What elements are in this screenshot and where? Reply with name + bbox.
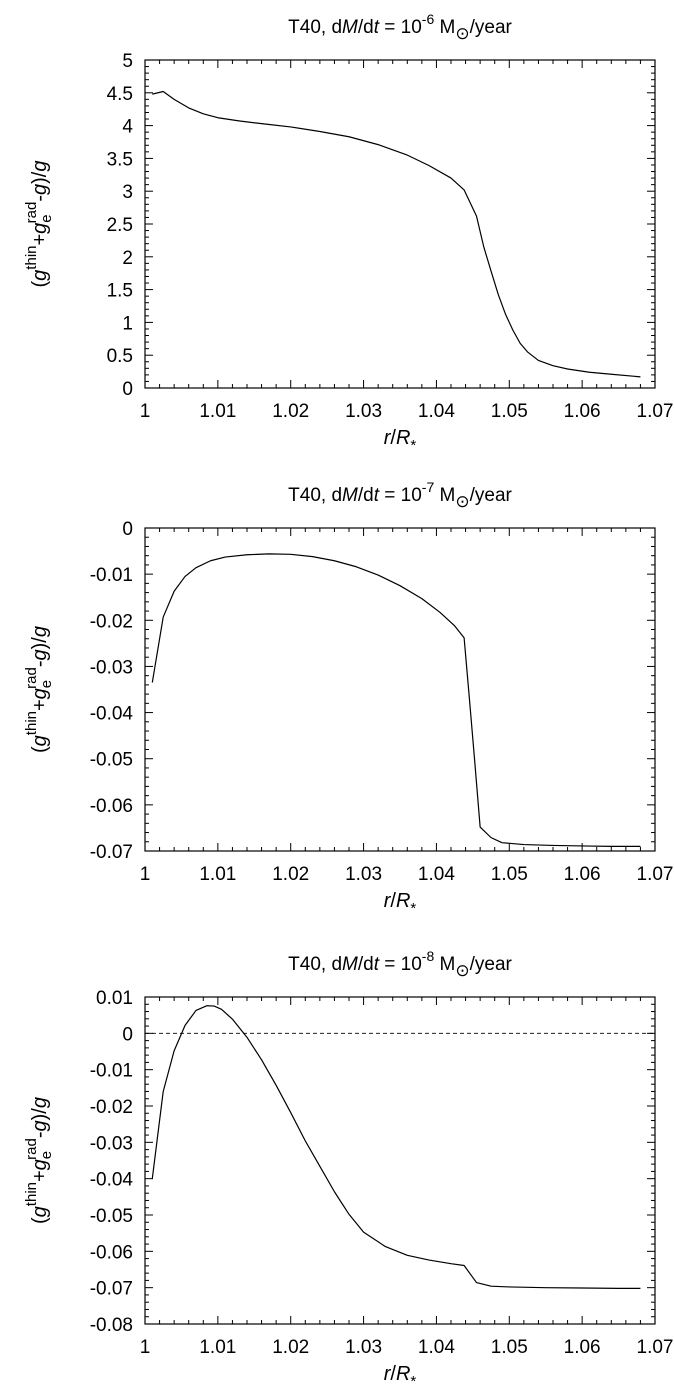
y-tick-label: -0.06: [90, 796, 133, 817]
chart-panel-2: 1 1.01 1.02 1.03 1.04 1.05 1.06 1.07 -0.07 -0.06 -…: [23, 479, 673, 917]
y-tick-label: -0.01: [90, 565, 133, 586]
data-line: [151, 553, 641, 847]
y-tick-label: -0.02: [90, 1097, 133, 1118]
y-tick-label: 4: [122, 117, 133, 138]
x-tick-label: 1.02: [272, 864, 309, 885]
x-tick-label: 1.04: [418, 1337, 455, 1358]
y-tick-label: 1: [122, 313, 133, 334]
y-tick-label: 0: [122, 1024, 133, 1045]
y-tick-label: 0: [122, 519, 133, 540]
x-tick-label: 1.03: [345, 864, 382, 885]
x-tick-label: 1.04: [418, 401, 455, 422]
y-axis-label: (gthin+gerad-g)/g: [23, 626, 55, 753]
chart-title: T40, dM/dt = 10-6 M⊙/year: [288, 11, 512, 43]
x-tick-label: 1.03: [345, 401, 382, 422]
chart-title: T40, dM/dt = 10-7 M⊙/year: [288, 479, 512, 511]
x-axis-label: r/R*: [384, 427, 417, 454]
y-tick-label: -0.04: [90, 704, 134, 725]
x-tick-label: 1.06: [564, 1337, 601, 1358]
plot-frame: [144, 527, 656, 852]
y-tick-label: -0.07: [90, 842, 133, 863]
y-tick-label: 0.01: [96, 988, 133, 1009]
y-tick-label: -0.01: [90, 1061, 133, 1082]
y-tick-label: -0.03: [90, 1133, 133, 1154]
data-line: [151, 1005, 641, 1289]
x-tick-label: 1.06: [564, 401, 601, 422]
chart-title: T40, dM/dt = 10-8 M⊙/year: [288, 948, 512, 980]
y-tick-label: 0.5: [107, 346, 133, 367]
y-tick-label: -0.02: [90, 611, 133, 632]
x-tick-label: 1: [140, 401, 151, 422]
data-line: [152, 90, 641, 378]
x-tick-label: 1: [140, 1337, 151, 1358]
y-tick-label: 0: [122, 379, 133, 400]
plot-frame: [144, 59, 656, 389]
y-axis-label: (gthin+gerad-g)/g: [23, 161, 55, 288]
y-tick-label: 4.5: [107, 84, 133, 105]
x-axis-label: r/R*: [384, 1363, 417, 1390]
y-axis-label: (gthin+gerad-g)/g: [23, 1097, 55, 1224]
chart-panel-1: 1 1.01 1.02 1.03 1.04 1.05 1.06 1.07 0 0.5 1 1.5 2 2.…: [23, 11, 673, 454]
y-tick-label: -0.03: [90, 657, 133, 678]
x-tick-label: 1.01: [199, 864, 236, 885]
x-tick-label: 1.07: [637, 864, 674, 885]
y-tick-label: -0.07: [90, 1279, 133, 1300]
x-tick-label: 1.04: [418, 864, 455, 885]
chart-panel-3: 1 1.01 1.02 1.03 1.04 1.05 1.06 1.07 -0.08 -0.07 -…: [23, 948, 673, 1390]
x-axis-label: r/R*: [384, 890, 417, 917]
y-tick-label: -0.05: [90, 1206, 133, 1227]
y-tick-label: -0.06: [90, 1242, 133, 1263]
x-tick-label: 1.03: [345, 1337, 382, 1358]
y-tick-label: 3.5: [107, 149, 133, 170]
x-tick-label: 1.01: [199, 1337, 236, 1358]
x-tick-label: 1.07: [637, 1337, 674, 1358]
plot-frame: [144, 996, 656, 1325]
y-tick-label: 1.5: [107, 281, 133, 302]
x-tick-label: 1.02: [272, 1337, 309, 1358]
y-tick-label: -0.04: [90, 1170, 134, 1191]
x-tick-label: 1.05: [491, 1337, 528, 1358]
x-tick-label: 1.06: [564, 864, 601, 885]
x-tick-label: 1: [140, 864, 151, 885]
x-tick-label: 1.05: [491, 864, 528, 885]
x-tick-label: 1.01: [199, 401, 236, 422]
y-tick-label: -0.08: [90, 1315, 133, 1336]
y-tick-label: 2: [122, 248, 133, 269]
x-tick-label: 1.05: [491, 401, 528, 422]
x-tick-label: 1.07: [637, 401, 674, 422]
y-tick-label: -0.05: [90, 750, 133, 771]
y-tick-label: 2.5: [107, 215, 133, 236]
y-tick-label: 5: [122, 51, 133, 72]
y-tick-label: 3: [122, 182, 133, 203]
x-tick-label: 1.02: [272, 401, 309, 422]
